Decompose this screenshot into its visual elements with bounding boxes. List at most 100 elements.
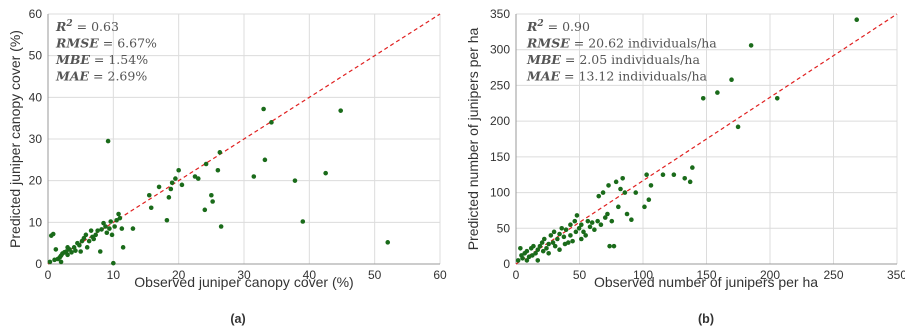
chart-a-point — [338, 108, 343, 113]
chart-b-point — [624, 211, 630, 217]
chart-a-point — [95, 228, 100, 233]
chart-b-y-tick: 0 — [503, 257, 510, 271]
chart-b-point — [539, 240, 545, 245]
chart-b-point — [646, 197, 652, 203]
chart-a-point — [168, 186, 174, 192]
chart-b-point — [592, 227, 597, 233]
chart-a-point — [73, 248, 78, 253]
chart-b-point — [568, 222, 573, 228]
chart-a-point — [202, 207, 208, 213]
chart-b-point — [544, 245, 549, 251]
chart-a-point — [130, 226, 136, 231]
chart-b-point — [595, 218, 600, 224]
chart-b-point — [620, 175, 625, 181]
chart-a-point — [53, 247, 59, 252]
chart-b-point — [613, 179, 619, 185]
chart-b-point — [546, 241, 551, 247]
chart-a-point — [262, 157, 268, 163]
chart-a-point — [111, 260, 116, 266]
chart-b-point — [552, 243, 558, 249]
chart-a-point — [323, 170, 328, 176]
chart-b-point — [596, 193, 602, 199]
chart-b-point — [682, 175, 688, 181]
chart-b-point — [548, 233, 554, 238]
chart-a-point — [169, 180, 175, 186]
chart-a-point — [385, 240, 391, 245]
chart-a-point — [116, 211, 121, 217]
chart-a-point — [166, 195, 172, 200]
chart-a-point — [218, 224, 224, 229]
chart-b-point — [648, 183, 654, 188]
chart-b-point — [565, 240, 571, 245]
chart-b-point — [616, 204, 621, 210]
chart-a-x-tick: 0 — [45, 268, 52, 282]
chart-a-y-tick: 60 — [29, 7, 43, 21]
chart-b-point — [606, 183, 611, 188]
chart-a-x-tick: 10 — [107, 268, 121, 282]
chart-b-point — [644, 172, 649, 178]
chart-b-point — [572, 218, 578, 224]
chart-b-point — [700, 95, 706, 101]
chart-b-point — [585, 218, 591, 224]
chart-a-point — [156, 184, 162, 190]
chart-a-point — [203, 161, 209, 167]
chart-b-y-tick: 350 — [490, 7, 510, 21]
chart-b-point — [524, 248, 530, 254]
chart-a-point — [209, 192, 214, 198]
chart-b-x-tick: 250 — [823, 268, 843, 282]
chart-a-point — [114, 217, 119, 223]
chart-a-point — [47, 259, 53, 265]
chart-b-stat-mae: MAE = 13.12 individuals/ha — [526, 69, 708, 84]
chart-b-point — [540, 248, 546, 254]
chart-b-point — [520, 255, 525, 261]
chart-b-point — [524, 258, 530, 263]
chart-b-point — [557, 247, 562, 253]
chart-b-point — [729, 77, 734, 83]
chart-b-x-tick: 0 — [513, 268, 520, 282]
chart-b-point — [642, 204, 647, 210]
chart-a-point — [119, 226, 125, 231]
chart-b-point — [568, 233, 573, 238]
chart-b-point — [574, 213, 580, 218]
chart-b-point — [573, 229, 579, 235]
chart-a-point — [300, 219, 306, 224]
chart-b-y-tick: 200 — [490, 114, 510, 128]
chart-b-y-tick: 250 — [490, 78, 510, 92]
chart-b-x-label: Observed number of junipers per ha — [594, 274, 818, 290]
chart-b-point — [598, 222, 604, 228]
chart-a-y-ticks: 0 10 20 30 40 50 60 — [29, 7, 43, 271]
chart-a-point — [192, 174, 198, 179]
chart-b-point — [579, 222, 584, 228]
chart-b-x-tick: 150 — [696, 268, 716, 282]
chart-a-point — [217, 150, 223, 155]
chart-a-point — [215, 167, 221, 173]
chart-b-point — [542, 236, 547, 242]
chart-b-point — [774, 95, 780, 101]
chart-a-point — [86, 238, 92, 244]
chart-b-point — [550, 240, 556, 245]
chart-b-x-tick: 100 — [633, 268, 653, 282]
chart-a-point — [261, 106, 266, 112]
chart-a-point — [69, 250, 74, 255]
chart-a-point — [173, 176, 178, 181]
chart-b-point — [607, 243, 612, 249]
chart-b-point — [515, 258, 521, 263]
chart-a-x-tick: 60 — [433, 268, 447, 282]
chart-a-x-label: Observed juniper canopy cover (%) — [134, 274, 353, 290]
chart-b-point — [530, 253, 535, 258]
chart-b: 0 50 100 150 200 250 350 0 50 100 150 200 250 300 350… — [465, 7, 905, 326]
chart-b-point — [579, 236, 584, 242]
chart-a-x-tick: 50 — [368, 268, 382, 282]
chart-b-point — [715, 90, 720, 95]
chart-b-y-ticks: 0 50 100 150 200 250 300 350 — [490, 7, 510, 271]
chart-b-point — [671, 172, 677, 178]
chart-b-point — [735, 124, 741, 130]
chart-a-stats: R2 = 0.63 RMSE = 6.67%MBE = 1.54% MAE = 2.… — [55, 19, 157, 84]
chart-b-points — [515, 17, 860, 263]
chart-a-point — [112, 224, 117, 229]
chart-a-point — [107, 226, 112, 231]
chart-b-point — [587, 224, 593, 230]
chart-a-y-tick: 20 — [29, 174, 43, 188]
chart-b-point — [531, 243, 536, 249]
